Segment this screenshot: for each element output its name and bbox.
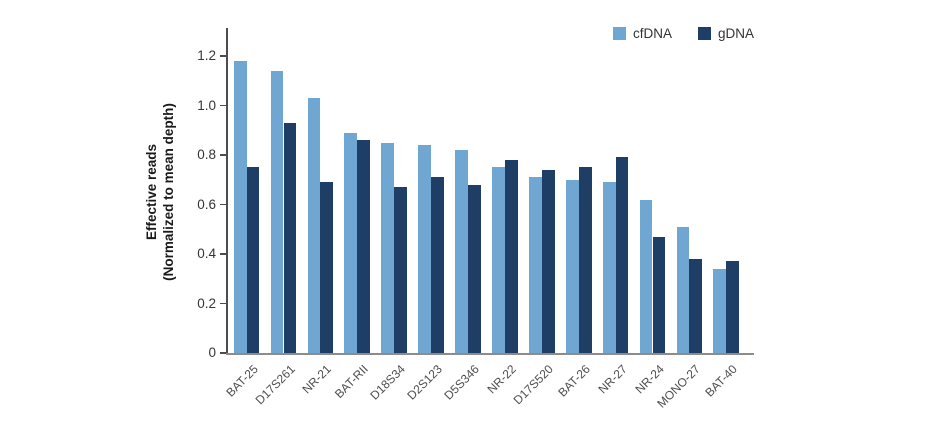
bar-gdna-bat-26 [578,167,592,353]
bar-cfdna-d2s123 [418,145,432,353]
bar-cfdna-bat-rii [344,132,358,353]
bar-gdna-nr-24 [652,236,666,353]
bar-cfdna-nr-27 [602,182,616,353]
y-tick-mark [220,253,226,255]
x-axis-label-d5s346: D5S346 [441,362,482,403]
plot-area: 0 0.2 0.4 0.6 0.8 1.0 1.2 BAT-25 D17S261 NR-21 BA… [197,28,754,411]
x-axis-label-nr-24: NR-24 [631,362,667,397]
bar-cfdna-nr-22 [492,167,505,353]
bar-cfdna-d17s261 [270,70,284,353]
y-axis-title-line1: Effective reads [144,143,159,241]
x-axis-label-nr-21: NR-21 [299,362,335,397]
legend-label-gdna: gDNA [718,26,755,41]
y-tick-label: 0.8 [197,147,216,162]
legend-item-cfdna: cfDNA [613,27,672,40]
bar-gdna-d18s34 [394,187,408,353]
legend-item-gdna: gDNA [698,27,754,40]
y-tick-label: 1.2 [197,48,216,63]
x-axis-label-d18s34: D18S34 [367,362,409,403]
cfdna-swatch-icon [613,27,626,40]
bar-gdna-d17s261 [283,122,297,353]
y-tick-mark [220,154,226,156]
y-tick-mark [220,203,226,206]
x-axis-label-bat-40: BAT-40 [702,362,741,400]
bar-gdna-nr-21 [320,182,334,353]
bar-cfdna-d17s520 [528,177,542,353]
x-axis-baseline [226,352,754,355]
bar-cfdna-bat-26 [565,179,579,353]
y-tick-mark [220,352,226,354]
legend: cfDNA gDNA [613,27,754,40]
y-tick-label: 0.6 [197,196,216,212]
bar-gdna-bat-rii [357,140,371,353]
y-tick-label: 1.0 [197,97,216,113]
bar-cfdna-nr-21 [307,98,321,353]
y-tick-label: 0.2 [197,295,216,311]
bar-cfdna-nr-24 [639,199,653,353]
bar-gdna-mono-27 [689,258,703,353]
x-axis-label-nr-27: NR-27 [595,362,630,397]
x-axis-label-d17s261: D17S261 [252,362,298,408]
y-tick-mark [220,104,226,107]
y-tick-label: 0.4 [197,246,216,261]
bar-cfdna-d18s34 [381,142,395,353]
bar-gdna-bat-40 [726,261,740,353]
bar-gdna-bat-25 [246,167,260,353]
y-axis-line [226,28,228,355]
y-tick-mark [220,302,226,305]
bar-cfdna-mono-27 [676,226,690,353]
legend-label-cfdna: cfDNA [633,26,673,41]
x-axis-label-nr-22: NR-22 [484,362,519,397]
x-axis-label-bat-rii: BAT-RII [332,362,372,401]
bar-cfdna-bat-40 [713,268,727,353]
x-axis-label-d2s123: D2S123 [404,362,445,403]
bar-gdna-nr-27 [615,157,629,353]
bar-gdna-nr-22 [504,159,518,353]
bar-gdna-d5s346 [468,184,481,353]
bar-gdna-d17s520 [541,169,555,353]
y-tick-label: 0 [208,345,216,360]
bar-cfdna-d5s346 [455,150,468,353]
gdna-swatch-icon [698,27,712,40]
bar-gdna-d2s123 [431,177,444,353]
bar-cfdna-bat-25 [233,60,247,353]
y-tick-mark [220,55,226,57]
x-axis-label-bat-26: BAT-26 [555,362,593,400]
